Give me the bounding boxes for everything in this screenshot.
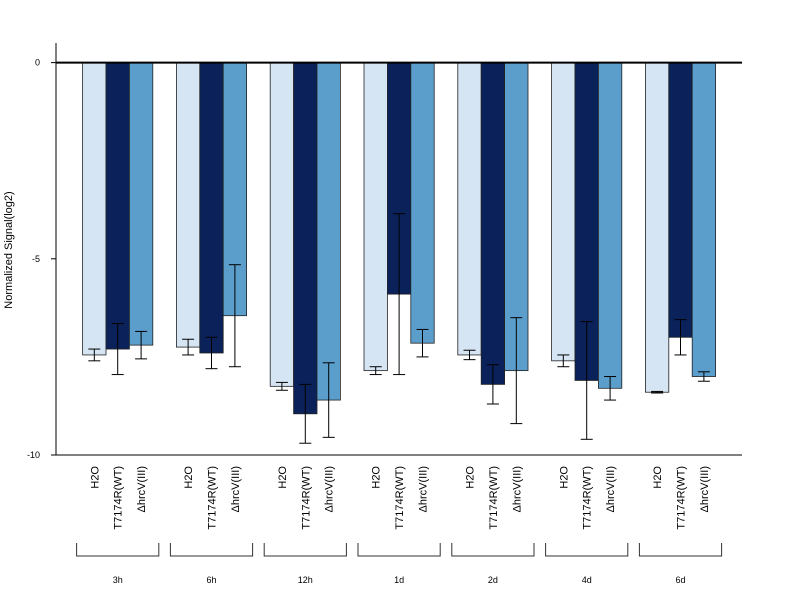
bar bbox=[293, 62, 318, 415]
y-axis: 0 -5 -10 bbox=[27, 43, 742, 460]
bar-label: T7174R(WT) bbox=[582, 466, 594, 530]
bar-label: ΔhrcV(III) bbox=[699, 466, 711, 512]
y-tick-label: 0 bbox=[35, 58, 40, 68]
group-bracket bbox=[451, 543, 535, 557]
bar bbox=[410, 62, 435, 344]
y-tick-label: -5 bbox=[32, 254, 40, 264]
bar-label: H2O bbox=[277, 466, 289, 489]
bar-label: H2O bbox=[89, 466, 101, 489]
bar-label: T7174R(WT) bbox=[113, 466, 125, 530]
group-bracket bbox=[169, 543, 254, 557]
bar bbox=[175, 62, 201, 348]
bar-label: T7174R(WT) bbox=[207, 466, 219, 530]
bar-label: T7174R(WT) bbox=[300, 466, 312, 530]
bar bbox=[480, 62, 506, 385]
group-label: 4d bbox=[582, 575, 592, 585]
group-label: 6h bbox=[206, 575, 216, 585]
bar-label: ΔhrcV(III) bbox=[418, 466, 430, 512]
bar bbox=[82, 62, 107, 356]
group-bracket bbox=[357, 543, 441, 557]
bar bbox=[316, 62, 341, 401]
bar bbox=[128, 62, 154, 346]
error-bars-layer bbox=[88, 213, 710, 444]
group-bracket bbox=[638, 543, 723, 557]
bar-label: ΔhrcV(III) bbox=[511, 466, 523, 512]
group-bracket bbox=[545, 543, 629, 557]
bar-label: H2O bbox=[558, 466, 570, 489]
bar bbox=[668, 62, 693, 338]
group-label: 3h bbox=[113, 575, 123, 585]
bar bbox=[691, 62, 717, 377]
bar bbox=[598, 62, 623, 389]
group-label: 1d bbox=[394, 575, 404, 585]
bar-label: H2O bbox=[652, 466, 664, 489]
bar-label: ΔhrcV(III) bbox=[230, 466, 242, 512]
bar bbox=[105, 62, 130, 350]
bar bbox=[457, 62, 482, 356]
bar-label: T7174R(WT) bbox=[676, 466, 688, 530]
bars-layer bbox=[82, 62, 717, 415]
bar-label: T7174R(WT) bbox=[488, 466, 500, 530]
y-axis-title: Normalized Signal(log2) bbox=[3, 191, 15, 308]
bar-label: ΔhrcV(III) bbox=[324, 466, 336, 512]
bar bbox=[551, 62, 576, 362]
bar-label: T7174R(WT) bbox=[394, 466, 406, 530]
group-label: 12h bbox=[298, 575, 313, 585]
group-bracket bbox=[76, 543, 160, 557]
bar bbox=[199, 62, 224, 354]
group-label: 2d bbox=[488, 575, 498, 585]
x-labels-layer: H2O T7174R(WT) ΔhrcV(III) 3h H2O T7174R(WT) Δh… bbox=[76, 466, 723, 585]
bar-label: ΔhrcV(III) bbox=[605, 466, 617, 512]
bar bbox=[363, 62, 388, 372]
bar bbox=[645, 62, 670, 393]
group-label: 6d bbox=[675, 575, 685, 585]
bar bbox=[269, 62, 295, 387]
bar-label: H2O bbox=[183, 466, 195, 489]
bar-label: H2O bbox=[465, 466, 477, 489]
y-tick-label: -10 bbox=[27, 450, 40, 460]
bar-label: ΔhrcV(III) bbox=[136, 466, 148, 512]
bar-label: H2O bbox=[371, 466, 383, 489]
group-bracket bbox=[263, 543, 347, 557]
